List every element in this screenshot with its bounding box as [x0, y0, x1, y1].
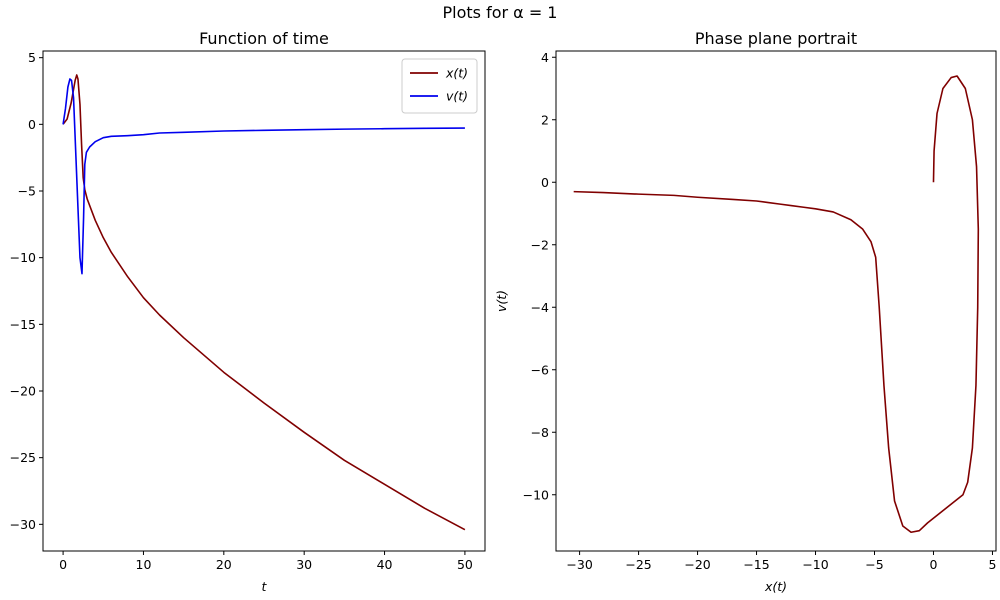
phase-xtick-label: −30 — [566, 557, 592, 572]
time-ytick-label: −5 — [18, 184, 36, 199]
figure-suptitle: Plots for α = 1 — [443, 3, 558, 22]
phase-ylabel: v(t) — [494, 290, 509, 312]
time-series-line-2 — [62, 78, 465, 275]
phase-ytick-label: −2 — [531, 237, 549, 252]
phase-axes-frame — [555, 50, 997, 552]
time-xtick-label: 20 — [216, 557, 232, 572]
time-xtick-label: 10 — [136, 557, 152, 572]
time-ytick-label: −25 — [10, 450, 36, 465]
phase-xtick-label: −5 — [865, 557, 883, 572]
legend-label: v(t) — [446, 89, 468, 104]
phase-xtick-label: 5 — [988, 557, 996, 572]
phase-plot: Phase plane portrait−30 −25 −20 −15 −10 −5 0 54… — [494, 29, 997, 594]
phase-ytick-label: −8 — [531, 425, 549, 440]
time-axes-frame — [42, 50, 486, 552]
phase-ytick-label: −10 — [523, 487, 549, 502]
phase-ytick-label: −4 — [531, 300, 549, 315]
phase-xlabel: x(t) — [764, 579, 787, 594]
phase-xtick-label: −15 — [743, 557, 769, 572]
phase-ytick-label: 4 — [541, 50, 549, 65]
legend-label: x(t) — [445, 66, 468, 81]
time-ytick-label: −20 — [10, 384, 36, 399]
time-ytick-label: −15 — [10, 317, 36, 332]
time-xtick-label: 30 — [296, 557, 312, 572]
phase-ytick-label: −6 — [531, 362, 549, 377]
time-ytick-label: −30 — [10, 517, 36, 532]
phase-xtick-label: −10 — [802, 557, 828, 572]
time-xtick-label: 40 — [377, 557, 393, 572]
time-xlabel: t — [262, 579, 268, 594]
time-series-line-1 — [62, 74, 466, 531]
time-legend: x(t) v(t) — [401, 58, 478, 114]
time-ytick-label: −10 — [10, 250, 36, 265]
phase-ytick-label: 2 — [541, 112, 549, 127]
phase-xtick-label: −25 — [625, 557, 651, 572]
time-xtick-label: 0 — [59, 557, 67, 572]
phase-ytick-label: 0 — [541, 175, 549, 190]
phase-xtick-label: 0 — [930, 557, 938, 572]
time-xtick-label: 50 — [457, 557, 473, 572]
phase-title: Phase plane portrait — [695, 29, 857, 48]
phase-xtick-label: −20 — [684, 557, 710, 572]
time-title: Function of time — [199, 29, 329, 48]
time-ytick-label: 5 — [28, 50, 36, 65]
time-ytick-label: 0 — [28, 117, 36, 132]
phase-series-line-1 — [573, 75, 980, 534]
